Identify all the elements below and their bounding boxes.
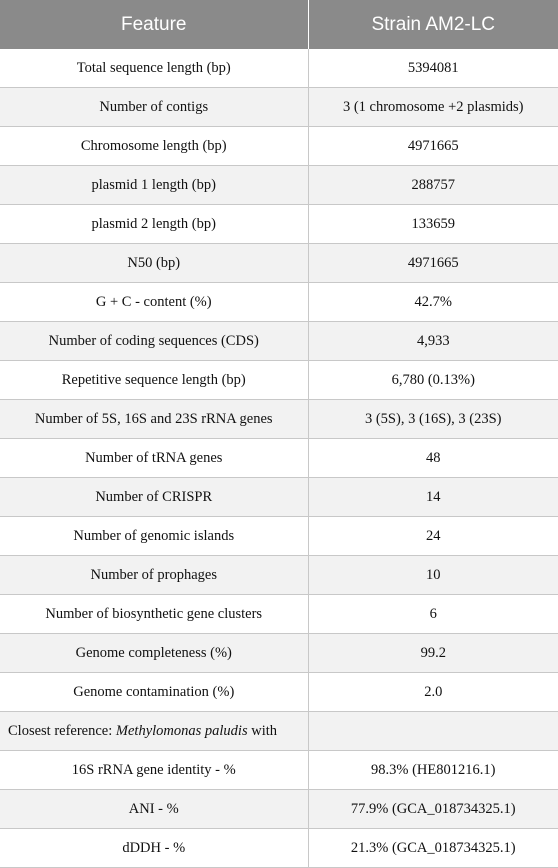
- value-cell: 6: [308, 594, 558, 634]
- feature-cell: plasmid 2 length (bp): [0, 204, 309, 244]
- feature-cell: ANI - %: [0, 789, 309, 829]
- reference-species: Methylomonas paludis: [115, 722, 248, 739]
- feature-cell: 16S rRNA gene identity - %: [0, 750, 309, 790]
- value-cell: 21.3% (GCA_018734325.1): [308, 828, 558, 868]
- table-row: N50 (bp) 4971665: [0, 243, 558, 283]
- feature-cell: G + C - content (%): [0, 282, 309, 322]
- feature-cell: Number of coding sequences (CDS): [0, 321, 309, 361]
- value-cell: 5394081: [308, 49, 558, 88]
- value-cell: 133659: [308, 204, 558, 244]
- table-row: dDDH - % 21.3% (GCA_018734325.1): [0, 828, 558, 868]
- table-row: Number of CRISPR 14: [0, 477, 558, 517]
- table-row: plasmid 1 length (bp) 288757: [0, 165, 558, 205]
- feature-cell: Number of 5S, 16S and 23S rRNA genes: [0, 399, 309, 439]
- feature-cell: N50 (bp): [0, 243, 309, 283]
- table-row: Number of 5S, 16S and 23S rRNA genes 3 (…: [0, 399, 558, 439]
- reference-value-cell: [308, 711, 558, 751]
- table-row: Number of biosynthetic gene clusters 6: [0, 594, 558, 634]
- feature-cell: Genome completeness (%): [0, 633, 309, 673]
- feature-cell: Chromosome length (bp): [0, 126, 309, 166]
- value-cell: 4,933: [308, 321, 558, 361]
- feature-cell: Number of prophages: [0, 555, 309, 595]
- header-row: Feature Strain AM2-LC: [0, 0, 558, 49]
- feature-cell: Number of CRISPR: [0, 477, 309, 517]
- feature-cell: Number of contigs: [0, 87, 309, 127]
- table-row: plasmid 2 length (bp) 133659: [0, 204, 558, 244]
- value-cell: 14: [308, 477, 558, 517]
- header-feature: Feature: [0, 0, 309, 49]
- value-cell: 2.0: [308, 672, 558, 712]
- table-row: G + C - content (%) 42.7%: [0, 282, 558, 322]
- table-row: Number of prophages 10: [0, 555, 558, 595]
- value-cell: 3 (5S), 3 (16S), 3 (23S): [308, 399, 558, 439]
- feature-cell: Number of biosynthetic gene clusters: [0, 594, 309, 634]
- reference-suffix: with: [247, 722, 278, 739]
- value-cell: 6,780 (0.13%): [308, 360, 558, 400]
- value-cell: 4971665: [308, 243, 558, 283]
- table-row: Chromosome length (bp) 4971665: [0, 126, 558, 166]
- feature-cell: dDDH - %: [0, 828, 309, 868]
- table-row: 16S rRNA gene identity - % 98.3% (HE8012…: [0, 750, 558, 790]
- value-cell: 42.7%: [308, 282, 558, 322]
- table-body: Total sequence length (bp) 5394081 Numbe…: [0, 49, 558, 868]
- header-strain: Strain AM2-LC: [308, 0, 558, 49]
- value-cell: 24: [308, 516, 558, 556]
- table-row: Number of genomic islands 24: [0, 516, 558, 556]
- value-cell: 288757: [308, 165, 558, 205]
- feature-cell: Number of tRNA genes: [0, 438, 309, 478]
- value-cell: 10: [308, 555, 558, 595]
- reference-row: Closest reference: Methylomonas paludis …: [0, 711, 558, 751]
- feature-cell: Number of genomic islands: [0, 516, 309, 556]
- table-row: Repetitive sequence length (bp) 6,780 (0…: [0, 360, 558, 400]
- table-row: Number of contigs 3 (1 chromosome +2 pla…: [0, 87, 558, 127]
- table-row: Genome completeness (%) 99.2: [0, 633, 558, 673]
- table-row: Number of tRNA genes 48: [0, 438, 558, 478]
- feature-cell: Genome contamination (%): [0, 672, 309, 712]
- value-cell: 3 (1 chromosome +2 plasmids): [308, 87, 558, 127]
- table-row: ANI - % 77.9% (GCA_018734325.1): [0, 789, 558, 829]
- value-cell: 48: [308, 438, 558, 478]
- value-cell: 98.3% (HE801216.1): [308, 750, 558, 790]
- reference-label-cell: Closest reference: Methylomonas paludis …: [0, 711, 309, 751]
- feature-cell: Repetitive sequence length (bp): [0, 360, 309, 400]
- feature-cell: Total sequence length (bp): [0, 49, 309, 88]
- table-row: Number of coding sequences (CDS) 4,933: [0, 321, 558, 361]
- feature-cell: plasmid 1 length (bp): [0, 165, 309, 205]
- table-row: Total sequence length (bp) 5394081: [0, 49, 558, 88]
- value-cell: 4971665: [308, 126, 558, 166]
- value-cell: 77.9% (GCA_018734325.1): [308, 789, 558, 829]
- value-cell: 99.2: [308, 633, 558, 673]
- table-row: Genome contamination (%) 2.0: [0, 672, 558, 712]
- reference-prefix: Closest reference:: [8, 722, 116, 739]
